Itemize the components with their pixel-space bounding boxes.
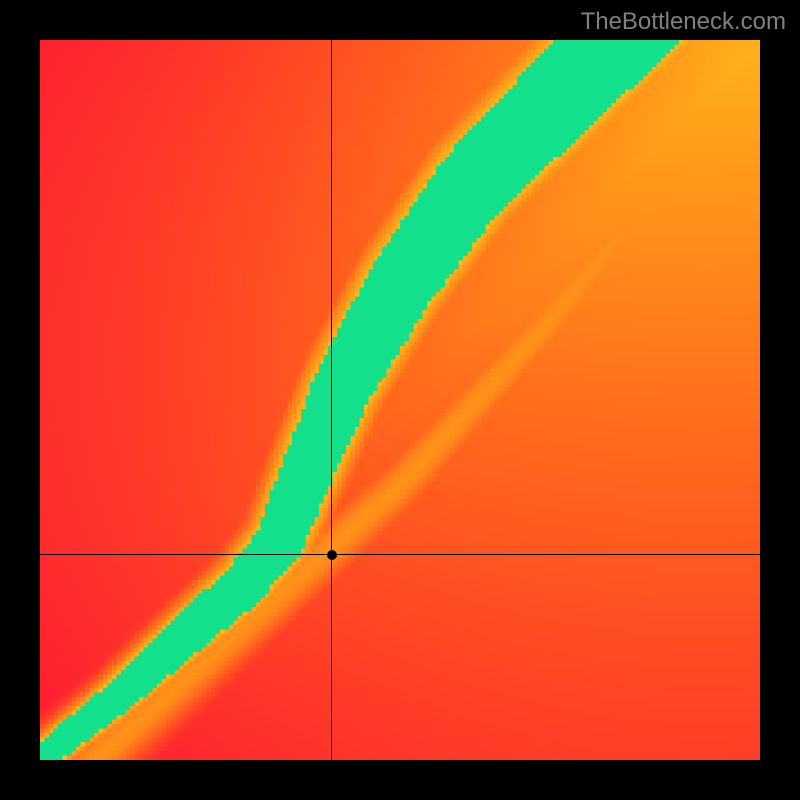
heatmap-plot xyxy=(40,40,760,760)
data-point-marker xyxy=(327,550,337,560)
crosshair-horizontal xyxy=(40,554,760,555)
crosshair-vertical xyxy=(331,40,332,760)
watermark-text: TheBottleneck.com xyxy=(581,8,786,36)
chart-container: TheBottleneck.com xyxy=(0,0,800,800)
heatmap-canvas xyxy=(40,40,760,760)
